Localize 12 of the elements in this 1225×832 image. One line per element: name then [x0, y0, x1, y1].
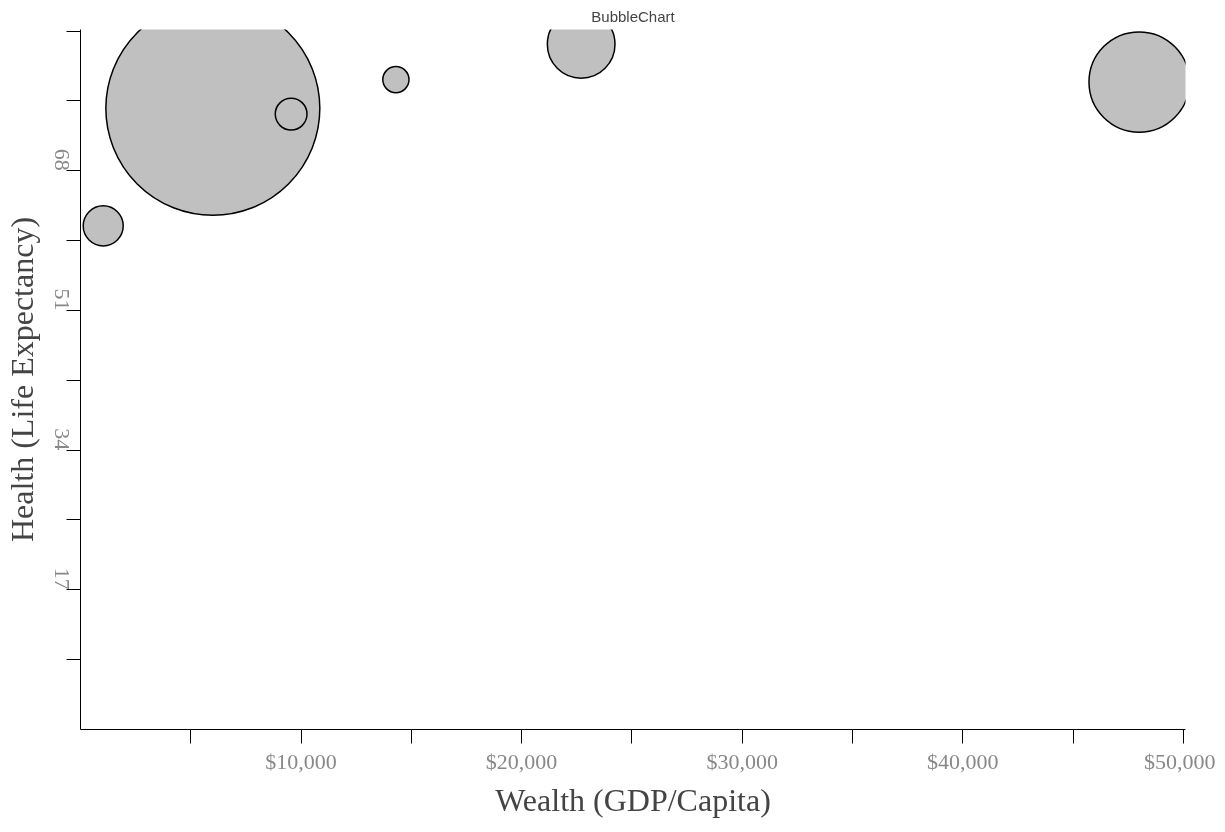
y-tick-label: 34: [49, 428, 75, 451]
y-axis-title: Health (Life Expectancy): [3, 216, 40, 543]
y-tick-label: 68: [49, 148, 75, 171]
x-tick-label: $10,000: [265, 748, 337, 774]
x-tick-label: $40,000: [926, 748, 999, 774]
x-tick-label: $20,000: [485, 748, 558, 774]
x-tick-label: $50,000: [1144, 748, 1216, 774]
x-tick-label: $30,000: [706, 748, 778, 774]
x-axis-title: Wealth (GDP/Capita): [495, 781, 771, 818]
y-tick-label: 17: [49, 567, 75, 590]
chart-title: BubbleChart: [591, 7, 676, 25]
y-tick-label: 51: [49, 288, 75, 311]
